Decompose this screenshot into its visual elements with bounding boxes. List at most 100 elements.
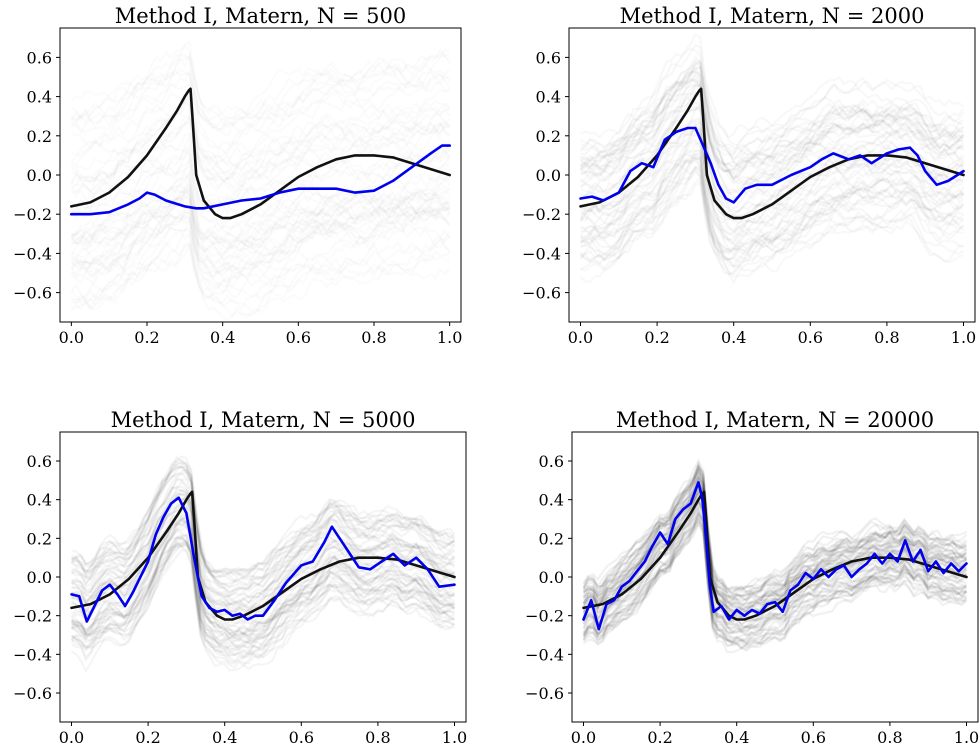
posterior-sample-band [70,455,456,673]
x-tick-label: 0.0 [59,328,84,347]
y-tick-label: 0.0 [27,166,52,185]
y-tick-label: 0.2 [539,529,564,548]
posterior-mean-line [582,481,968,631]
x-tick-label: 0.6 [798,328,823,347]
true-function-line [70,490,456,621]
series-lines [70,87,451,220]
posterior-sample-line [70,517,455,641]
posterior-sample-line [70,495,456,609]
y-tick-label: 0.0 [539,568,564,587]
posterior-sample-line [70,535,455,660]
y-tick-label: 0.2 [27,127,52,146]
posterior-sample-line [70,464,456,583]
y-tick-label: 0.0 [27,568,52,587]
posterior-sample-line [70,543,455,670]
posterior-sample-line [71,515,455,639]
x-tick-label: 0.4 [210,328,235,347]
panel-title: Method I, Matern, N = 2000 [620,4,925,28]
posterior-sample-line [582,476,967,610]
x-tick-label: 0.0 [568,328,593,347]
x-tick-label: 0.4 [212,728,237,747]
y-tick-label: −0.6 [13,284,52,303]
y-tick-label: −0.6 [525,684,564,703]
posterior-mean-line [70,144,451,216]
posterior-sample-line [582,467,968,605]
posterior-sample-line [582,508,968,644]
y-tick-label: −0.4 [522,244,561,263]
x-axis-ticks: 0.0 0.2 0.4 0.6 0.8 1.0 [571,722,979,747]
y-tick-label: 0.6 [539,452,564,471]
posterior-sample-line [71,472,456,589]
x-tick-label: 0.0 [59,728,84,747]
posterior-sample-line [70,536,455,645]
x-axis-ticks: 0.0 0.2 0.4 0.6 0.8 1.0 [59,322,462,347]
x-tick-label: 0.6 [289,728,314,747]
posterior-sample-line [582,469,967,602]
posterior-sample-line [582,462,968,601]
y-tick-label: −0.6 [13,684,52,703]
x-tick-label: 0.4 [724,728,749,747]
posterior-sample-line [71,522,456,650]
posterior-sample-line [582,497,967,638]
panel-title: Method I, Matern, N = 20000 [616,408,934,432]
y-tick-label: 0.2 [27,529,52,548]
posterior-sample-line [582,467,967,603]
posterior-sample-line [70,507,456,637]
x-tick-label: 0.2 [134,328,159,347]
posterior-sample-line [70,464,456,582]
posterior-sample-line [582,511,967,646]
posterior-sample-line [70,477,455,594]
posterior-sample-line [71,488,455,626]
x-axis-ticks: 0.0 0.2 0.4 0.6 0.8 1.0 [59,722,467,747]
true-function-line [70,87,451,220]
posterior-sample-line [582,475,968,617]
y-tick-label: −0.2 [525,607,564,626]
x-tick-label: 0.4 [721,328,746,347]
posterior-sample-line [71,496,456,598]
x-tick-label: 0.8 [361,328,386,347]
posterior-sample-line [70,532,456,654]
x-tick-label: 0.8 [874,328,899,347]
posterior-sample-line [582,520,967,650]
posterior-sample-line [71,478,455,598]
posterior-sample-line [70,479,456,607]
posterior-sample-line [71,534,455,651]
panel-2: 0.0 0.2 0.4 0.6 0.8 1.0 0.6 0.4 0.2 0.0 −0.2 −0.4 −… [522,4,976,347]
posterior-sample-line [582,480,968,602]
posterior-sample-line [70,491,456,612]
posterior-sample-line [582,459,967,594]
panel-1: 0.0 0.2 0.4 0.6 0.8 1.0 0.6 0.4 0.2 0.0 −0.2 −0.4 −… [13,4,462,347]
y-tick-label: −0.2 [522,205,561,224]
posterior-sample-line [70,455,456,578]
posterior-sample-line [70,514,456,628]
x-tick-label: 0.0 [571,728,596,747]
posterior-sample-line [70,518,456,638]
y-tick-label: 0.2 [536,127,561,146]
x-axis-ticks: 0.0 0.2 0.4 0.6 0.8 1.0 [568,322,976,347]
posterior-sample-line [70,455,455,578]
x-tick-label: 0.2 [647,728,672,747]
posterior-sample-line [70,538,455,664]
posterior-sample-line [71,524,456,639]
y-tick-label: −0.6 [522,284,561,303]
posterior-sample-line [582,522,967,651]
y-axis-ticks: 0.6 0.4 0.2 0.0 −0.2 −0.4 −0.6 [525,452,572,703]
y-tick-label: 0.6 [27,452,52,471]
posterior-sample-line [582,472,968,615]
posterior-sample-line [70,548,455,672]
posterior-sample-line [582,510,968,642]
panel-4: 0.0 0.2 0.4 0.6 0.8 1.0 0.6 0.4 0.2 0.0 −0.2 −0.4 −… [525,408,979,747]
posterior-sample-line [582,458,967,596]
x-tick-label: 1.0 [437,328,462,347]
y-axis-ticks: 0.6 0.4 0.2 0.0 −0.2 −0.4 −0.6 [522,48,569,303]
posterior-sample-line [71,486,455,607]
series-lines [582,481,968,631]
posterior-sample-line [582,479,967,614]
posterior-mean-line [579,126,965,204]
y-tick-label: −0.2 [13,607,52,626]
posterior-sample-line [70,465,455,589]
posterior-sample-line [582,517,968,648]
posterior-sample-line [70,534,456,660]
y-tick-label: −0.2 [13,205,52,224]
